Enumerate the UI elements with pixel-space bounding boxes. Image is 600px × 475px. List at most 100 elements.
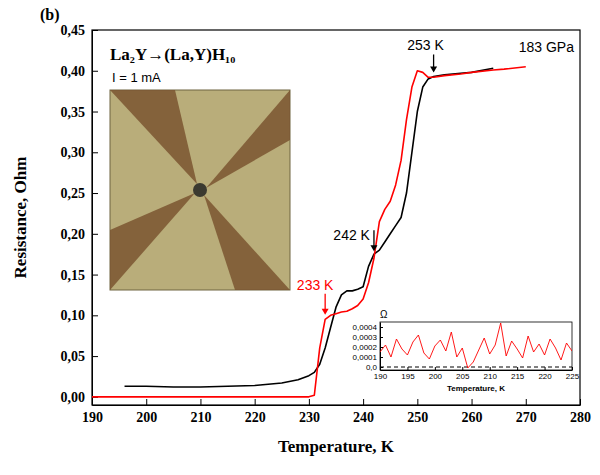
y-tick-label: 0,0002 [353, 343, 378, 352]
x-tick-mark [417, 399, 418, 405]
chart-title: La₂Y→(La,Y)H₁₀ [110, 45, 235, 64]
y-tick: 0,0001 [353, 353, 383, 362]
x-tick-mark [472, 399, 473, 405]
x-tick: 230 [299, 399, 320, 425]
x-tick: 210 [484, 367, 498, 381]
y-axis: 0,00,00010,00020,00030,0004 [353, 323, 383, 373]
plot-area [92, 67, 526, 397]
x-tick-label: 280 [570, 410, 591, 425]
y-tick-mark [92, 152, 98, 153]
y-tick-mark [380, 327, 383, 328]
x-tick: 205 [456, 367, 470, 381]
y-tick-mark [92, 112, 98, 113]
plot-frame [92, 30, 580, 405]
series-line [125, 68, 494, 387]
x-tick-mark [255, 399, 256, 405]
x-tick-label: 210 [190, 410, 211, 425]
x-tick: 250 [407, 399, 428, 425]
x-tick-label: 220 [245, 410, 266, 425]
y-tick-label: 0,0 [366, 363, 378, 372]
y-tick-label: 0,0003 [353, 333, 378, 342]
y-tick-label: 0,05 [61, 349, 86, 364]
x-tick-mark [200, 399, 201, 405]
x-tick-mark [490, 367, 491, 370]
annotation-arrowhead [370, 245, 377, 251]
x-tick: 270 [516, 399, 537, 425]
plot-frame [380, 322, 572, 370]
x-tick: 220 [245, 399, 266, 425]
y-tick-mark [92, 71, 98, 72]
annotation-text: 233 K [297, 277, 334, 293]
y-tick-mark [92, 275, 98, 276]
x-tick-label: 250 [407, 410, 428, 425]
y-tick: 0,0 [366, 363, 383, 372]
x-tick-label: 190 [82, 410, 103, 425]
series-line [380, 323, 572, 368]
x-tick-mark [526, 399, 527, 405]
photo-electrode [110, 90, 197, 184]
photo-sample [193, 183, 207, 197]
x-tick-mark [462, 367, 463, 370]
y-tick-mark [92, 193, 98, 194]
x-tick: 240 [353, 399, 374, 425]
y-tick-label: 0,10 [61, 308, 86, 323]
panel-label: (b) [40, 6, 60, 24]
x-tick: 225 [566, 367, 580, 381]
x-tick: 210 [190, 399, 211, 425]
chart-root: 190 200 210 220 230 240 250 260 270 280 0,00 0,05 0,… [0, 0, 600, 475]
y-tick-mark [380, 337, 383, 338]
y-tick: 0,0003 [353, 333, 383, 342]
x-tick-mark [146, 399, 147, 405]
x-tick-label: 210 [484, 372, 498, 381]
y-tick-mark [92, 234, 98, 235]
y-tick-label: 0,00 [61, 390, 86, 405]
y-axis-title: Resistance, Ohm [11, 157, 30, 279]
photo-electrode [204, 195, 290, 290]
x-tick-mark [517, 367, 518, 370]
pressure-label: 183 GPa [519, 39, 574, 55]
x-tick-label: 220 [538, 372, 552, 381]
x-tick-mark [363, 399, 364, 405]
y-tick-mark [92, 315, 98, 316]
main-chart: 190 200 210 220 230 240 250 260 270 280 0,00 0,05 0,… [61, 23, 592, 425]
zero-line [380, 367, 572, 368]
annotation-text: 253 K [407, 37, 444, 53]
x-tick-label: 200 [429, 372, 443, 381]
x-tick: 260 [462, 399, 483, 425]
y-tick-label: 0,25 [61, 186, 86, 201]
y-tick: 0,0004 [353, 323, 383, 332]
y-tick-mark [380, 357, 383, 358]
x-axis: 190 200 210 220 230 240 250 260 270 280 [82, 399, 591, 425]
y-tick-label: 0,40 [61, 64, 86, 79]
annotation-arrowhead [430, 66, 437, 72]
annotation: 253 K [407, 37, 444, 72]
x-axis-title: Temperature, K [278, 437, 395, 456]
photo-background [110, 90, 290, 290]
x-tick-label: 215 [511, 372, 525, 381]
photo-electrode [110, 193, 195, 290]
annotation-arrowhead [322, 309, 329, 315]
series-line [92, 67, 526, 397]
x-tick-label: 260 [462, 410, 483, 425]
y-tick-mark [380, 347, 383, 348]
x-tick-mark [309, 399, 310, 405]
x-tick: 200 [429, 367, 443, 381]
y-tick-label: 0,15 [61, 268, 86, 283]
x-tick: 200 [136, 399, 157, 425]
x-tick-label: 225 [566, 372, 580, 381]
x-tick-label: 230 [299, 410, 320, 425]
x-tick-label: 195 [401, 372, 415, 381]
photo-inset [110, 90, 290, 290]
x-tick-label: 205 [456, 372, 470, 381]
photo-electrode [206, 90, 290, 188]
annotation: 233 K [297, 277, 334, 315]
annotation-arrow [433, 54, 434, 67]
y-tick: 0,0002 [353, 343, 383, 352]
x-tick-mark [435, 367, 436, 370]
annotation-arrow [325, 294, 326, 310]
annotation-arrow [373, 230, 374, 246]
y-tick-label: 0,20 [61, 227, 86, 242]
current-label: I = 1 mA [112, 70, 161, 85]
y-tick-mark [92, 356, 98, 357]
chart-svg: 190 200 210 220 230 240 250 260 270 280 0,00 0,05 0,… [0, 0, 600, 475]
